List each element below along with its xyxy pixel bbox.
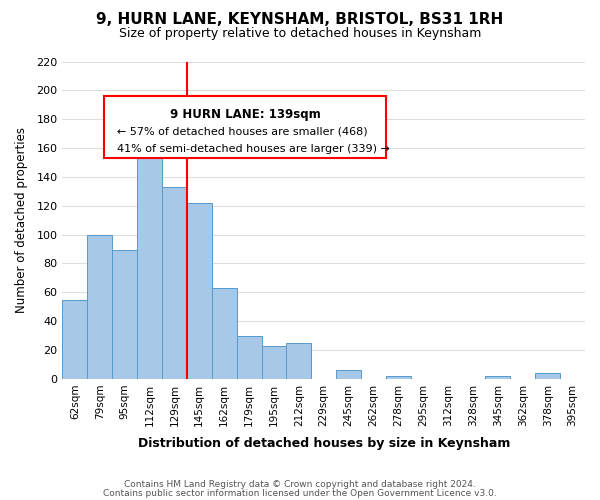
Text: ← 57% of detached houses are smaller (468): ← 57% of detached houses are smaller (46… (118, 126, 368, 136)
Bar (485, 376, 511, 379)
Text: 9, HURN LANE, KEYNSHAM, BRISTOL, BS31 1RH: 9, HURN LANE, KEYNSHAM, BRISTOL, BS31 1R… (97, 12, 503, 28)
Bar (262, 346, 286, 379)
Y-axis label: Number of detached properties: Number of detached properties (15, 127, 28, 313)
Bar (212, 288, 236, 379)
Text: Size of property relative to detached houses in Keynsham: Size of property relative to detached ho… (119, 28, 481, 40)
Bar (236, 336, 262, 379)
FancyBboxPatch shape (104, 96, 386, 158)
Bar (137, 126, 162, 379)
Bar (286, 343, 311, 379)
Bar (187, 203, 212, 379)
Bar (88, 234, 112, 379)
Text: Contains public sector information licensed under the Open Government Licence v3: Contains public sector information licen… (103, 488, 497, 498)
Bar (162, 187, 187, 379)
Text: Contains HM Land Registry data © Crown copyright and database right 2024.: Contains HM Land Registry data © Crown c… (124, 480, 476, 489)
Text: 41% of semi-detached houses are larger (339) →: 41% of semi-detached houses are larger (… (118, 144, 390, 154)
Bar (112, 250, 137, 379)
Bar (386, 376, 411, 379)
X-axis label: Distribution of detached houses by size in Keynsham: Distribution of detached houses by size … (137, 437, 510, 450)
Bar (535, 373, 560, 379)
Bar (62, 300, 88, 379)
Bar (336, 370, 361, 379)
Text: 9 HURN LANE: 139sqm: 9 HURN LANE: 139sqm (170, 108, 321, 120)
